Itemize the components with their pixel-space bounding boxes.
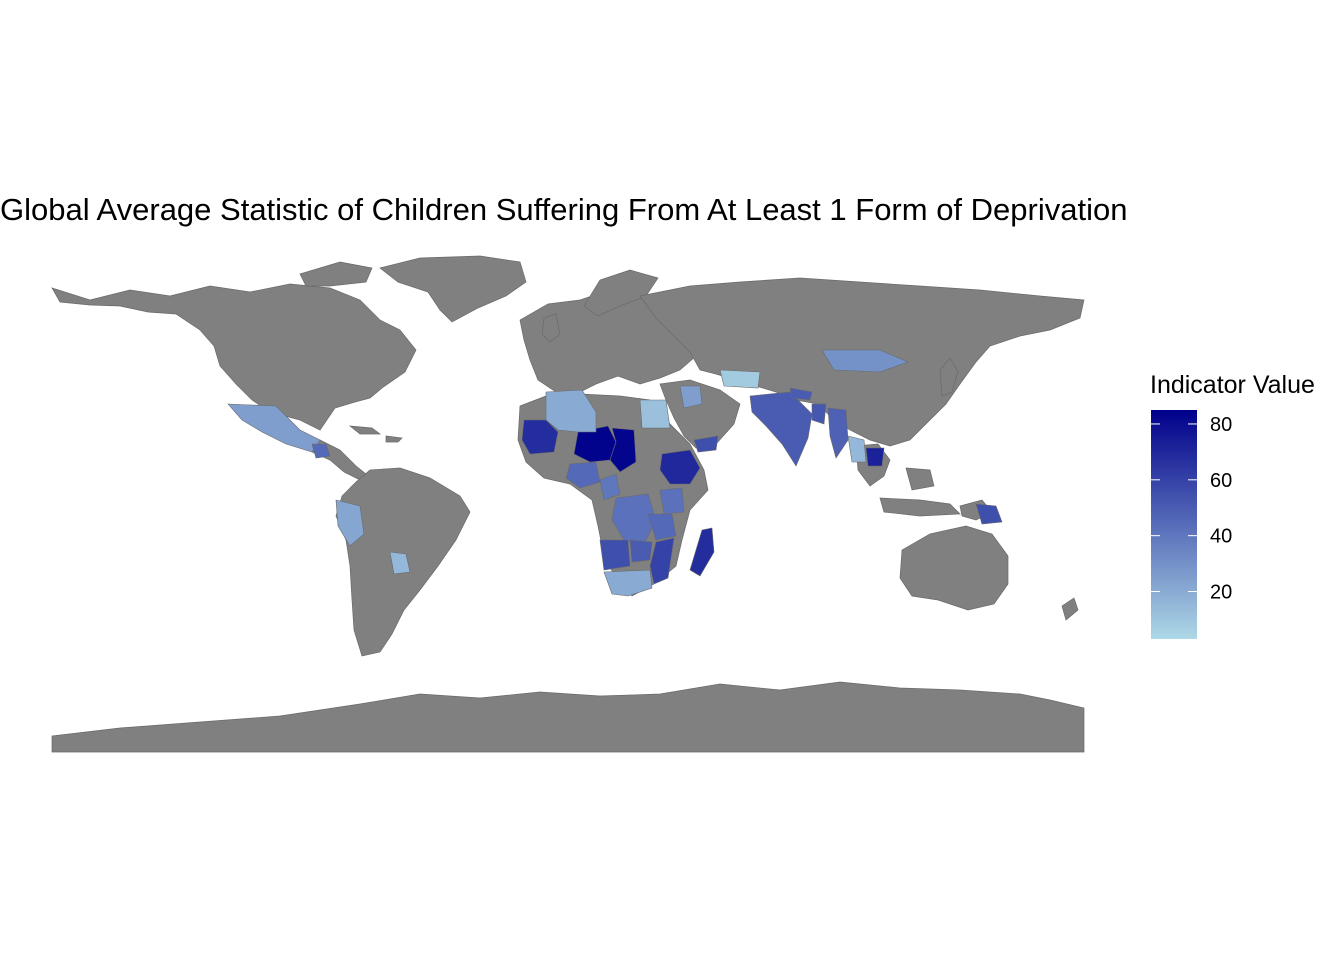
country-mozambique: [649, 537, 675, 585]
country-kenya: [659, 487, 685, 515]
map-title: Global Average Statistic of Children Suf…: [0, 192, 1128, 227]
country-uzbekistan: [719, 369, 761, 389]
land-new-zealand: [1061, 597, 1079, 621]
legend: Indicator Value 80 60 40 20: [1150, 371, 1315, 639]
country-algeria: [545, 389, 597, 433]
country-nepal: [789, 387, 813, 401]
land-antarctica: [51, 681, 1085, 753]
country-cambodia: [865, 447, 885, 467]
legend-colorbar: [1151, 410, 1197, 639]
land-arctic-islands: [299, 261, 373, 287]
legend-title: Indicator Value: [1150, 371, 1315, 399]
country-guatemala: [311, 443, 331, 459]
land-british-isles: [541, 313, 561, 343]
country-madagascar: [689, 527, 715, 577]
land-australia: [899, 525, 1009, 611]
country-paraguay: [389, 551, 411, 575]
country-bangladesh: [811, 403, 827, 425]
country-chad: [609, 427, 637, 473]
country-tanzania: [647, 513, 677, 541]
country-thailand: [847, 435, 867, 463]
land-layer: [51, 255, 1085, 753]
legend-tick-label: 60: [1210, 470, 1232, 492]
country-cameroon: [599, 473, 621, 501]
country-iraq: [679, 385, 703, 409]
land-scandinavia: [583, 269, 659, 317]
country-nigeria: [565, 461, 601, 489]
land-north-america: [51, 283, 417, 431]
country-mongolia: [821, 349, 909, 373]
country-yemen: [693, 435, 719, 453]
legend-ticks: 80 60 40 20: [1151, 414, 1232, 604]
legend-tick-label: 80: [1210, 414, 1232, 436]
country-mexico: [227, 403, 321, 453]
country-ethiopia: [659, 449, 701, 485]
country-angola: [599, 539, 631, 571]
country-papua-new-guinea: [975, 503, 1003, 525]
land-japan: [939, 357, 959, 397]
country-layer: [227, 349, 1003, 597]
land-caribbean: [348, 425, 403, 443]
country-peru: [335, 499, 365, 547]
country-india: [749, 391, 813, 467]
country-south-africa: [603, 569, 653, 597]
land-greenland: [379, 255, 527, 323]
country-zambia: [629, 539, 653, 563]
country-myanmar: [827, 407, 849, 459]
legend-tick-label: 40: [1210, 526, 1232, 548]
legend-tick-label: 20: [1210, 582, 1232, 604]
country-egypt: [639, 399, 671, 429]
